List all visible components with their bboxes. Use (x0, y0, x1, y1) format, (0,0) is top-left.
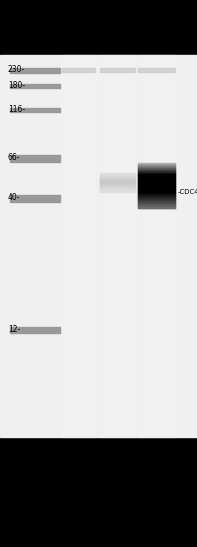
Bar (138, 205, 175, 206)
Bar (138, 206, 175, 207)
Bar (138, 192, 175, 193)
Text: -CDC42EP4: -CDC42EP4 (178, 189, 197, 195)
Bar (100, 173, 135, 174)
Bar (100, 175, 135, 176)
Bar (138, 185, 175, 186)
Bar (138, 191, 175, 192)
Bar (100, 177, 135, 179)
Bar (138, 176, 175, 177)
Bar (138, 183, 175, 184)
Text: 12-: 12- (8, 325, 20, 335)
Bar (100, 187, 135, 188)
Bar (138, 189, 175, 190)
Bar (100, 177, 135, 178)
Bar (138, 182, 175, 183)
Bar (138, 170, 175, 171)
Bar (0, 0, 197, 55)
Bar (138, 196, 175, 197)
Bar (138, 207, 175, 208)
Bar (138, 201, 175, 202)
Bar (138, 174, 175, 175)
Bar (138, 197, 175, 198)
Bar (62, 55, 95, 437)
Bar (138, 193, 175, 194)
Bar (138, 173, 175, 174)
Bar (10, 68, 60, 73)
Bar (138, 168, 175, 170)
Bar (100, 55, 135, 437)
Bar (138, 171, 175, 172)
Bar (138, 185, 175, 187)
Bar (100, 180, 135, 182)
Bar (138, 203, 175, 205)
Bar (62, 68, 95, 72)
Bar (138, 198, 175, 199)
Bar (138, 184, 175, 185)
Bar (138, 171, 175, 172)
Bar (100, 182, 135, 183)
Bar (138, 177, 175, 178)
Bar (138, 204, 175, 205)
Bar (138, 68, 175, 72)
Bar (138, 202, 175, 203)
Bar (138, 169, 175, 170)
Bar (100, 188, 135, 190)
Bar (100, 183, 135, 184)
Bar (138, 167, 175, 168)
Text: 230-: 230- (8, 66, 25, 74)
Bar (100, 185, 135, 187)
Bar (138, 172, 175, 173)
Bar (138, 188, 175, 189)
Bar (100, 188, 135, 189)
Bar (0, 437, 197, 547)
Bar (138, 191, 175, 193)
Bar (138, 166, 175, 167)
Bar (138, 177, 175, 178)
Bar (138, 197, 175, 199)
Bar (100, 68, 135, 72)
Bar (138, 165, 175, 166)
Bar (138, 189, 175, 190)
Bar (138, 181, 175, 182)
Bar (138, 199, 175, 200)
Bar (10, 195, 60, 202)
Text: 66-: 66- (8, 154, 20, 162)
Bar (100, 176, 135, 177)
Text: 40-: 40- (8, 194, 20, 202)
Bar (100, 189, 135, 190)
Bar (138, 190, 175, 191)
Bar (138, 165, 175, 166)
Text: 180-: 180- (8, 82, 25, 90)
Bar (138, 179, 175, 181)
Bar (100, 181, 135, 183)
Bar (138, 186, 175, 187)
Text: 116-: 116- (8, 106, 25, 114)
Bar (100, 174, 135, 175)
Bar (100, 185, 135, 186)
Bar (138, 55, 175, 437)
Bar (0, 55, 197, 437)
Bar (138, 200, 175, 201)
Bar (138, 163, 175, 164)
Bar (138, 178, 175, 179)
Bar (100, 184, 135, 185)
Bar (138, 179, 175, 180)
Bar (138, 164, 175, 165)
Bar (138, 203, 175, 204)
Bar (138, 183, 175, 184)
Bar (138, 194, 175, 195)
Bar (138, 175, 175, 176)
Bar (138, 173, 175, 174)
Bar (10, 84, 60, 88)
Bar (10, 327, 60, 333)
Bar (100, 178, 135, 180)
Bar (138, 187, 175, 188)
Bar (100, 179, 135, 181)
Bar (100, 190, 135, 191)
Bar (138, 195, 175, 196)
Bar (138, 167, 175, 168)
Bar (10, 155, 60, 162)
Bar (10, 108, 60, 112)
